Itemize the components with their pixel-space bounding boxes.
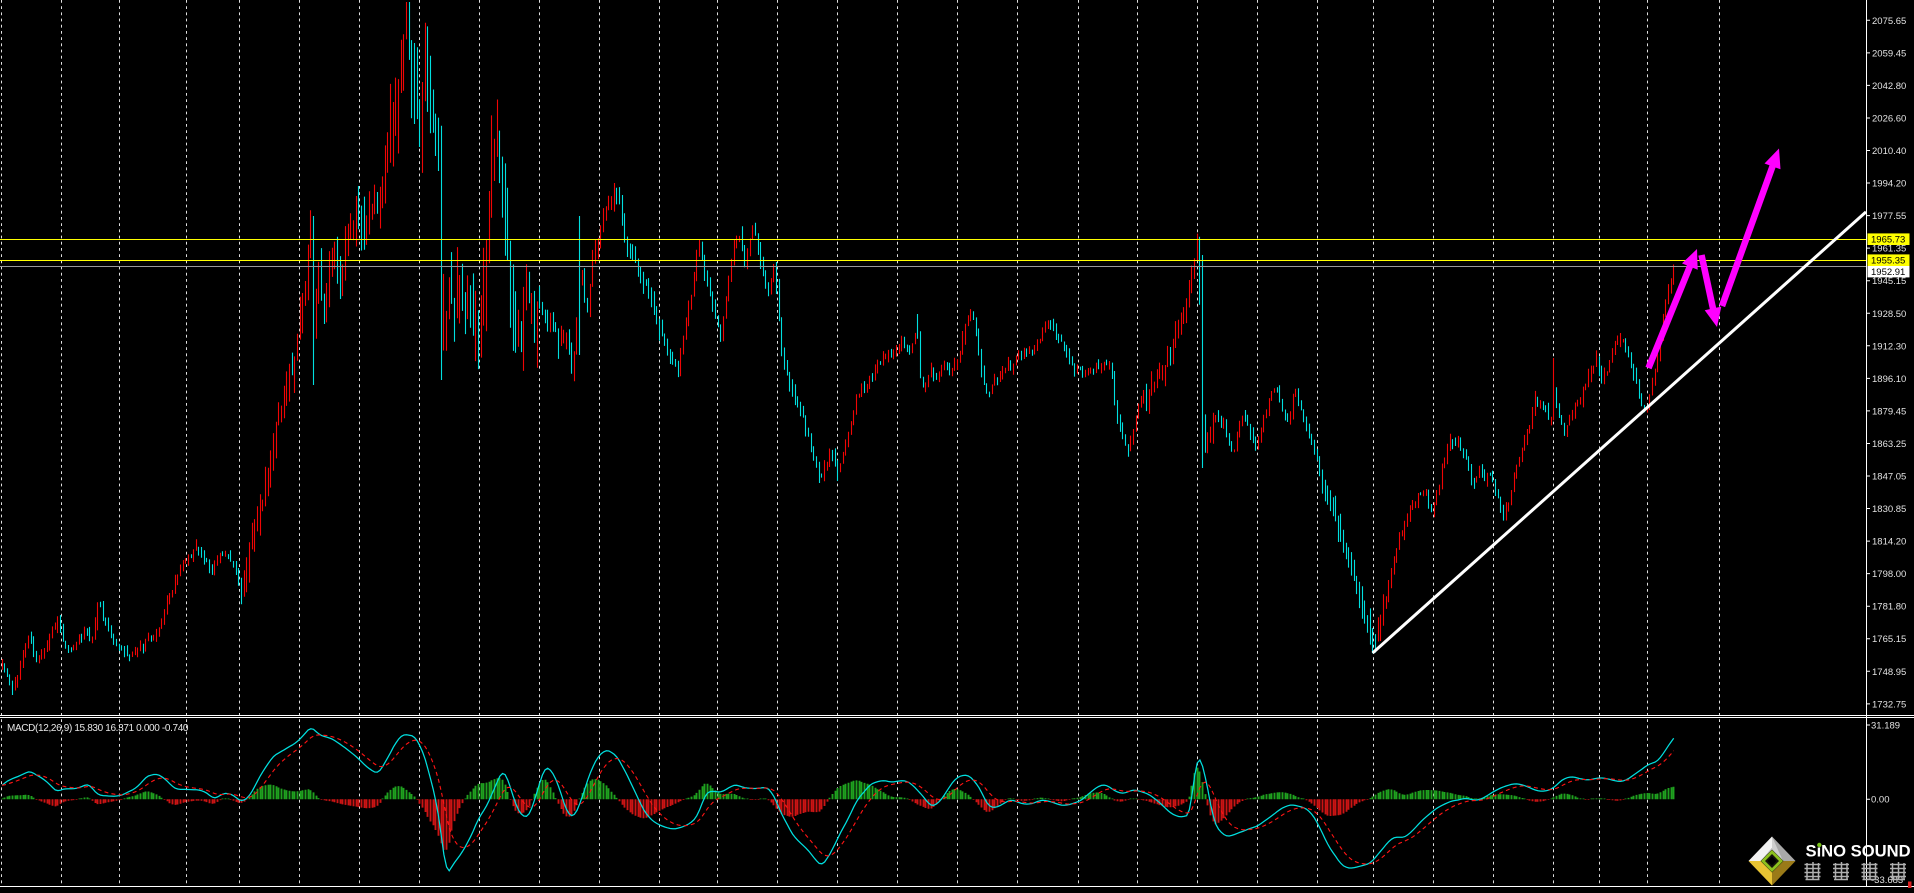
svg-text:1928.50: 1928.50 — [1872, 309, 1906, 320]
svg-text:SiNO SOUND: SiNO SOUND — [1806, 842, 1911, 861]
svg-text:2042.80: 2042.80 — [1872, 81, 1906, 92]
svg-text:1879.45: 1879.45 — [1872, 406, 1906, 417]
svg-text:1896.10: 1896.10 — [1872, 374, 1906, 385]
svg-text:1798.00: 1798.00 — [1872, 569, 1906, 580]
svg-text:1977.55: 1977.55 — [1872, 211, 1906, 222]
svg-text:1952.91: 1952.91 — [1871, 267, 1905, 278]
svg-text:1955.35: 1955.35 — [1871, 256, 1905, 267]
svg-text:1830.85: 1830.85 — [1872, 504, 1906, 515]
svg-text:MACD(12,26,9) 15.830 16.371 0.: MACD(12,26,9) 15.830 16.371 0.000 -0.740 — [7, 723, 189, 734]
svg-text:1814.20: 1814.20 — [1872, 537, 1906, 548]
svg-text:1748.95: 1748.95 — [1872, 667, 1906, 678]
svg-text:1965.73: 1965.73 — [1871, 235, 1905, 246]
svg-text:1781.80: 1781.80 — [1872, 602, 1906, 613]
svg-text:1912.30: 1912.30 — [1872, 341, 1906, 352]
svg-text:1732.75: 1732.75 — [1872, 699, 1906, 710]
svg-text:1961.35: 1961.35 — [1872, 244, 1906, 255]
svg-text:1765.15: 1765.15 — [1872, 634, 1906, 645]
svg-text:2075.65: 2075.65 — [1872, 16, 1906, 27]
svg-text:31.189: 31.189 — [1871, 721, 1900, 732]
svg-text:2059.45: 2059.45 — [1872, 48, 1906, 59]
svg-text:2026.60: 2026.60 — [1872, 113, 1906, 124]
svg-text:1994.20: 1994.20 — [1872, 179, 1906, 190]
svg-text:0.00: 0.00 — [1871, 795, 1890, 806]
svg-text:1847.05: 1847.05 — [1872, 472, 1906, 483]
svg-text:2010.40: 2010.40 — [1872, 146, 1906, 157]
svg-text:1945.15: 1945.15 — [1872, 276, 1906, 287]
svg-text:-33.683: -33.683 — [1871, 875, 1903, 886]
svg-text:1863.25: 1863.25 — [1872, 439, 1906, 450]
